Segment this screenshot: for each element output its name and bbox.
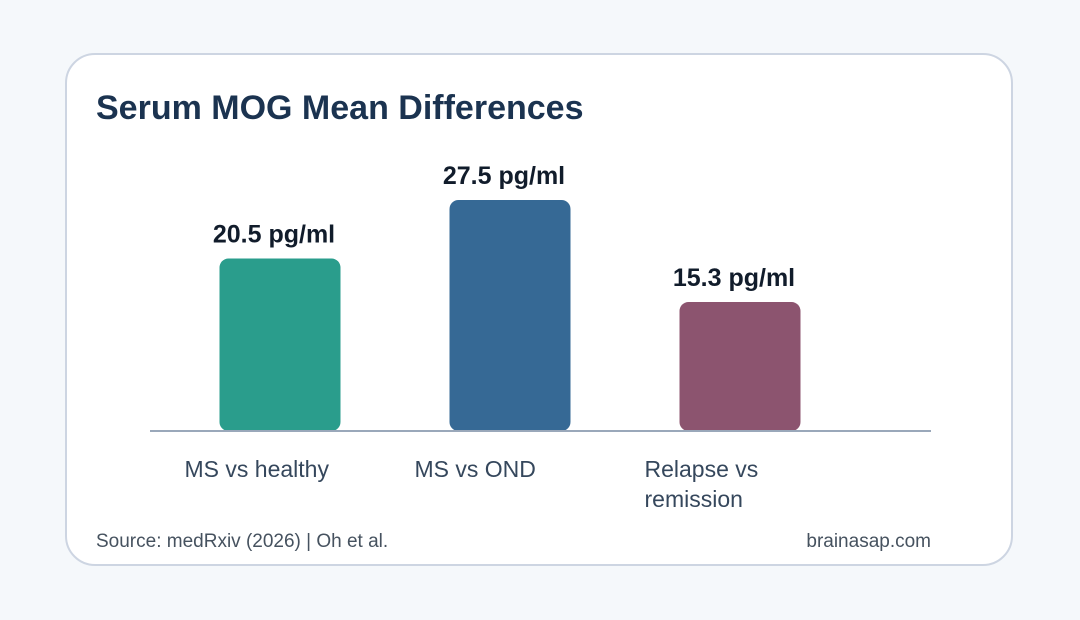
bar-2 bbox=[449, 200, 571, 431]
data-label-2: 27.5 pg/ml bbox=[443, 162, 565, 190]
source-note: Source: medRxiv (2026) | Oh et al. bbox=[96, 531, 389, 552]
data-label-3: 15.3 pg/ml bbox=[673, 264, 795, 292]
category-label-3: Relapse vs remission bbox=[645, 456, 759, 512]
chart-title: Serum MOG Mean Differences bbox=[96, 89, 584, 127]
bar-1 bbox=[219, 258, 341, 431]
site-credit: brainasap.com bbox=[806, 531, 931, 552]
data-label-1: 20.5 pg/ml bbox=[213, 221, 335, 249]
category-label-1: MS vs healthy bbox=[185, 456, 330, 482]
bar-3 bbox=[679, 302, 801, 431]
category-label-2: MS vs OND bbox=[415, 456, 536, 482]
